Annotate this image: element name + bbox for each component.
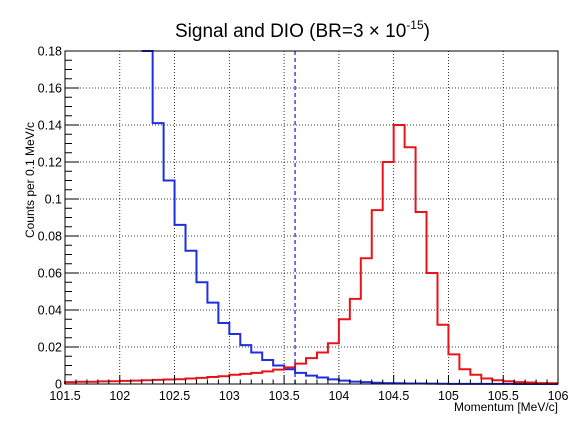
y-tick-label: 0.14 (38, 119, 62, 133)
y-tick-label: 0.06 (38, 267, 62, 281)
axis-ticks (64, 50, 559, 385)
x-tick-label: 102.5 (159, 389, 190, 403)
chart-title-close: ) (424, 21, 430, 42)
y-tick-label: 0.04 (38, 304, 62, 318)
y-tick-label: 0.02 (38, 341, 62, 355)
y-tick-label: 0 (55, 378, 62, 392)
x-tick-label: 104.5 (378, 389, 409, 403)
y-tick-labels: 0 0.02 0.04 0.06 0.08 0.1 0.12 0.14 0.16 0.18 (38, 45, 62, 392)
x-tick-label: 106 (548, 389, 569, 403)
y-tick-label: 0.1 (45, 193, 62, 207)
y-tick-label: 0.16 (38, 82, 62, 96)
x-tick-label: 103 (219, 389, 240, 403)
y-tick-label: 0.08 (38, 230, 62, 244)
chart-title-main: Signal and DIO (BR=3 × 10 (175, 21, 406, 42)
grid (65, 51, 558, 384)
x-tick-label: 104 (328, 389, 349, 403)
chart-title-exponent: -15 (406, 18, 424, 32)
x-tick-label: 105.5 (488, 389, 519, 403)
y-tick-label: 0.18 (38, 45, 62, 59)
x-axis-title: Momentum [MeV/c] (454, 400, 558, 414)
x-tick-label: 103.5 (268, 389, 299, 403)
x-tick-labels: 101.5 102 102.5 103 103.5 104 104.5 105 105.5 106 (49, 389, 568, 403)
x-tick-label: 102 (109, 389, 130, 403)
chart-title: Signal and DIO (BR=3 × 10-15) (175, 18, 430, 42)
y-axis-title: Counts per 0.1 MeV/c (23, 122, 37, 238)
x-tick-label: 101.5 (49, 389, 80, 403)
y-tick-label: 0.12 (38, 156, 62, 170)
x-tick-label: 105 (438, 389, 459, 403)
histogram-series-2 (64, 124, 558, 385)
